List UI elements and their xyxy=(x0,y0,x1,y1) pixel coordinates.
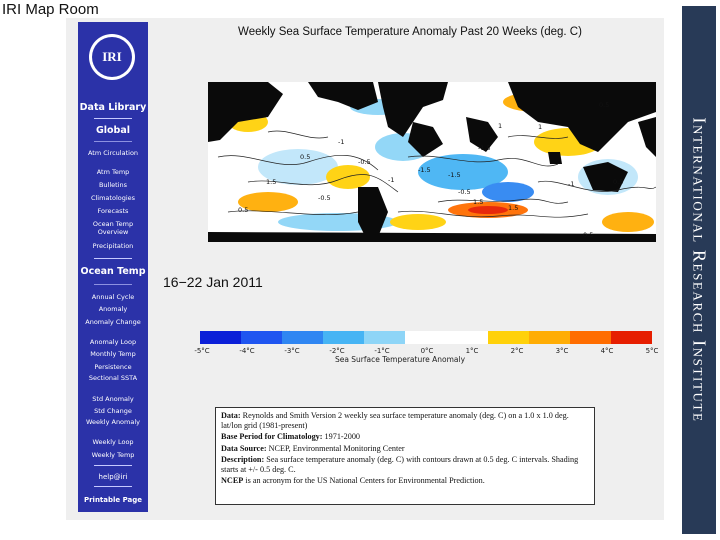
colorbar-label: Sea Surface Temperature Anomaly xyxy=(334,355,466,364)
colorbar-tick-label: 4°C xyxy=(600,347,614,355)
contour-label: 0.5 xyxy=(300,153,310,161)
contour-label: -1 xyxy=(388,176,394,184)
contour-label: -1.5 xyxy=(418,166,431,174)
colorbar-tick-label: 5°C xyxy=(645,347,659,355)
divider xyxy=(94,486,132,487)
global-heading[interactable]: Global xyxy=(95,125,131,136)
divider xyxy=(94,465,132,466)
colorbar xyxy=(200,331,653,344)
contour-label: 1.5 xyxy=(473,198,483,206)
printable-page-link[interactable]: Printable Page xyxy=(83,496,143,504)
contour-labels: 0.5 -1 -0.5 -1.5 1.5 1 0.5 -1 -1.5 0.5 1… xyxy=(238,101,623,239)
page-title: IRI Map Room xyxy=(2,1,99,18)
colorbar-segment xyxy=(487,331,529,344)
divider xyxy=(94,141,132,142)
sidebar-item-anomaly-loop[interactable]: Anomaly Loop xyxy=(89,338,137,346)
sidebar-item-std-anomaly[interactable]: Std Anomaly xyxy=(92,395,134,403)
contour-label: 1 xyxy=(498,122,502,130)
colorbar-tick-label: -3°C xyxy=(284,347,300,355)
colorbar-tick-label: -4°C xyxy=(239,347,255,355)
iri-logo[interactable]: IRI xyxy=(89,34,135,80)
contour-label: -0.5 xyxy=(318,194,331,202)
sidebar-item-ocean-temp-overview[interactable]: Ocean Temp Overview xyxy=(92,220,134,236)
contour-label: 0.5 xyxy=(583,231,593,239)
contour-label: -1 xyxy=(338,138,344,146)
colorbar-tick-label: -1°C xyxy=(374,347,390,355)
logo-text: IRI xyxy=(92,37,132,77)
contour-label: 0.5 xyxy=(238,206,248,214)
sidebar-item-anomaly[interactable]: Anomaly xyxy=(98,305,128,313)
sidebar-item-annual-cycle[interactable]: Annual Cycle xyxy=(91,293,135,301)
colorbar-segment xyxy=(282,331,324,344)
divider xyxy=(94,258,132,259)
sidebar-item-anomaly-change[interactable]: Anomaly Change xyxy=(85,318,141,326)
sidebar-item-forecasts[interactable]: Forecasts xyxy=(97,207,129,215)
land-masses xyxy=(208,82,656,242)
ocean-temp-heading[interactable]: Ocean Temp xyxy=(80,266,146,277)
contour-label: -0.5 xyxy=(358,158,371,166)
sidebar-item-atm-circulation[interactable]: Atm Circulation xyxy=(87,149,139,157)
contour-label: -1.5 xyxy=(448,171,461,179)
contour-label: -1 xyxy=(568,180,574,188)
contour-label: 0.5 xyxy=(599,101,609,109)
colorbar-segment xyxy=(200,331,242,344)
contour-lines xyxy=(217,130,657,218)
colorbar-tick-label: 0°C xyxy=(420,347,434,355)
anomaly-shading xyxy=(228,92,654,232)
colorbar-segment xyxy=(323,331,365,344)
divider xyxy=(94,118,132,119)
info-note: NCEP is an acronym for the US National C… xyxy=(221,476,485,485)
divider xyxy=(94,284,132,285)
colorbar-segment xyxy=(569,331,611,344)
info-data: Data: Reynolds and Smith Version 2 weekl… xyxy=(221,411,569,430)
map-graphic: 0.5 -1 -0.5 -1.5 1.5 1 0.5 -1 -1.5 0.5 1… xyxy=(208,82,657,242)
sidebar-item-weekly-loop[interactable]: Weekly Loop xyxy=(92,438,134,446)
info-source: Data Source: NCEP, Environmental Monitor… xyxy=(221,443,405,453)
sidebar-item-persistence[interactable]: Persistence xyxy=(94,363,132,371)
contour-label: 0.5 xyxy=(613,178,623,186)
colorbar-segment xyxy=(364,331,406,344)
sidebar-item-weekly-anomaly[interactable]: Weekly Anomaly xyxy=(85,418,141,426)
contour-label: 1.5 xyxy=(266,178,276,186)
contour-label: 1.5 xyxy=(508,204,518,212)
contour-label: -0.5 xyxy=(458,188,471,196)
info-description: Description: Sea surface temperature ano… xyxy=(221,455,579,474)
sidebar-item-climatologies[interactable]: Climatologies xyxy=(90,194,136,202)
sidebar-item-precipitation[interactable]: Precipitation xyxy=(92,242,134,250)
sidebar-item-bulletins[interactable]: Bulletins xyxy=(98,181,128,189)
colorbar-tick-label: -5°C xyxy=(194,347,210,355)
colorbar-segment xyxy=(405,331,447,344)
colorbar-segment xyxy=(446,331,488,344)
colorbar-tick-label: 1°C xyxy=(465,347,479,355)
sidebar-item-weekly-temp[interactable]: Weekly Temp xyxy=(91,451,135,459)
date-range: 16−22 Jan 2011 xyxy=(163,274,263,290)
colorbar-tick-label: 3°C xyxy=(555,347,569,355)
brand-bar: International Research Institute xyxy=(682,6,716,534)
colorbar-tick-label: -2°C xyxy=(329,347,345,355)
sidebar-item-monthly-temp[interactable]: Monthly Temp xyxy=(90,350,136,358)
sst-anomaly-map[interactable]: 0.5 -1 -0.5 -1.5 1.5 1 0.5 -1 -1.5 0.5 1… xyxy=(208,82,657,242)
colorbar-segment xyxy=(241,331,283,344)
colorbar-tick-label: 2°C xyxy=(510,347,524,355)
data-description-box: Data: Reynolds and Smith Version 2 weekl… xyxy=(215,407,595,505)
contour-label: -1.5 xyxy=(478,144,491,152)
info-base-period: Base Period for Climatology: 1971-2000 xyxy=(221,432,361,441)
colorbar-segment xyxy=(528,331,570,344)
map-title: Weekly Sea Surface Temperature Anomaly P… xyxy=(238,26,582,38)
sidebar: IRI Data Library Global Atm Circulation … xyxy=(78,22,148,512)
contour-label: 1 xyxy=(538,123,542,131)
brand-text: International Research Institute xyxy=(689,117,710,423)
data-library-link[interactable]: Data Library xyxy=(79,102,147,113)
sidebar-item-atm-temp[interactable]: Atm Temp xyxy=(96,168,130,176)
help-link[interactable]: help@iri xyxy=(98,473,128,481)
sidebar-item-std-change[interactable]: Std Change xyxy=(94,407,132,415)
sidebar-item-sectional-ssta[interactable]: Sectional SSTA xyxy=(88,374,138,382)
colorbar-segment xyxy=(610,331,653,344)
